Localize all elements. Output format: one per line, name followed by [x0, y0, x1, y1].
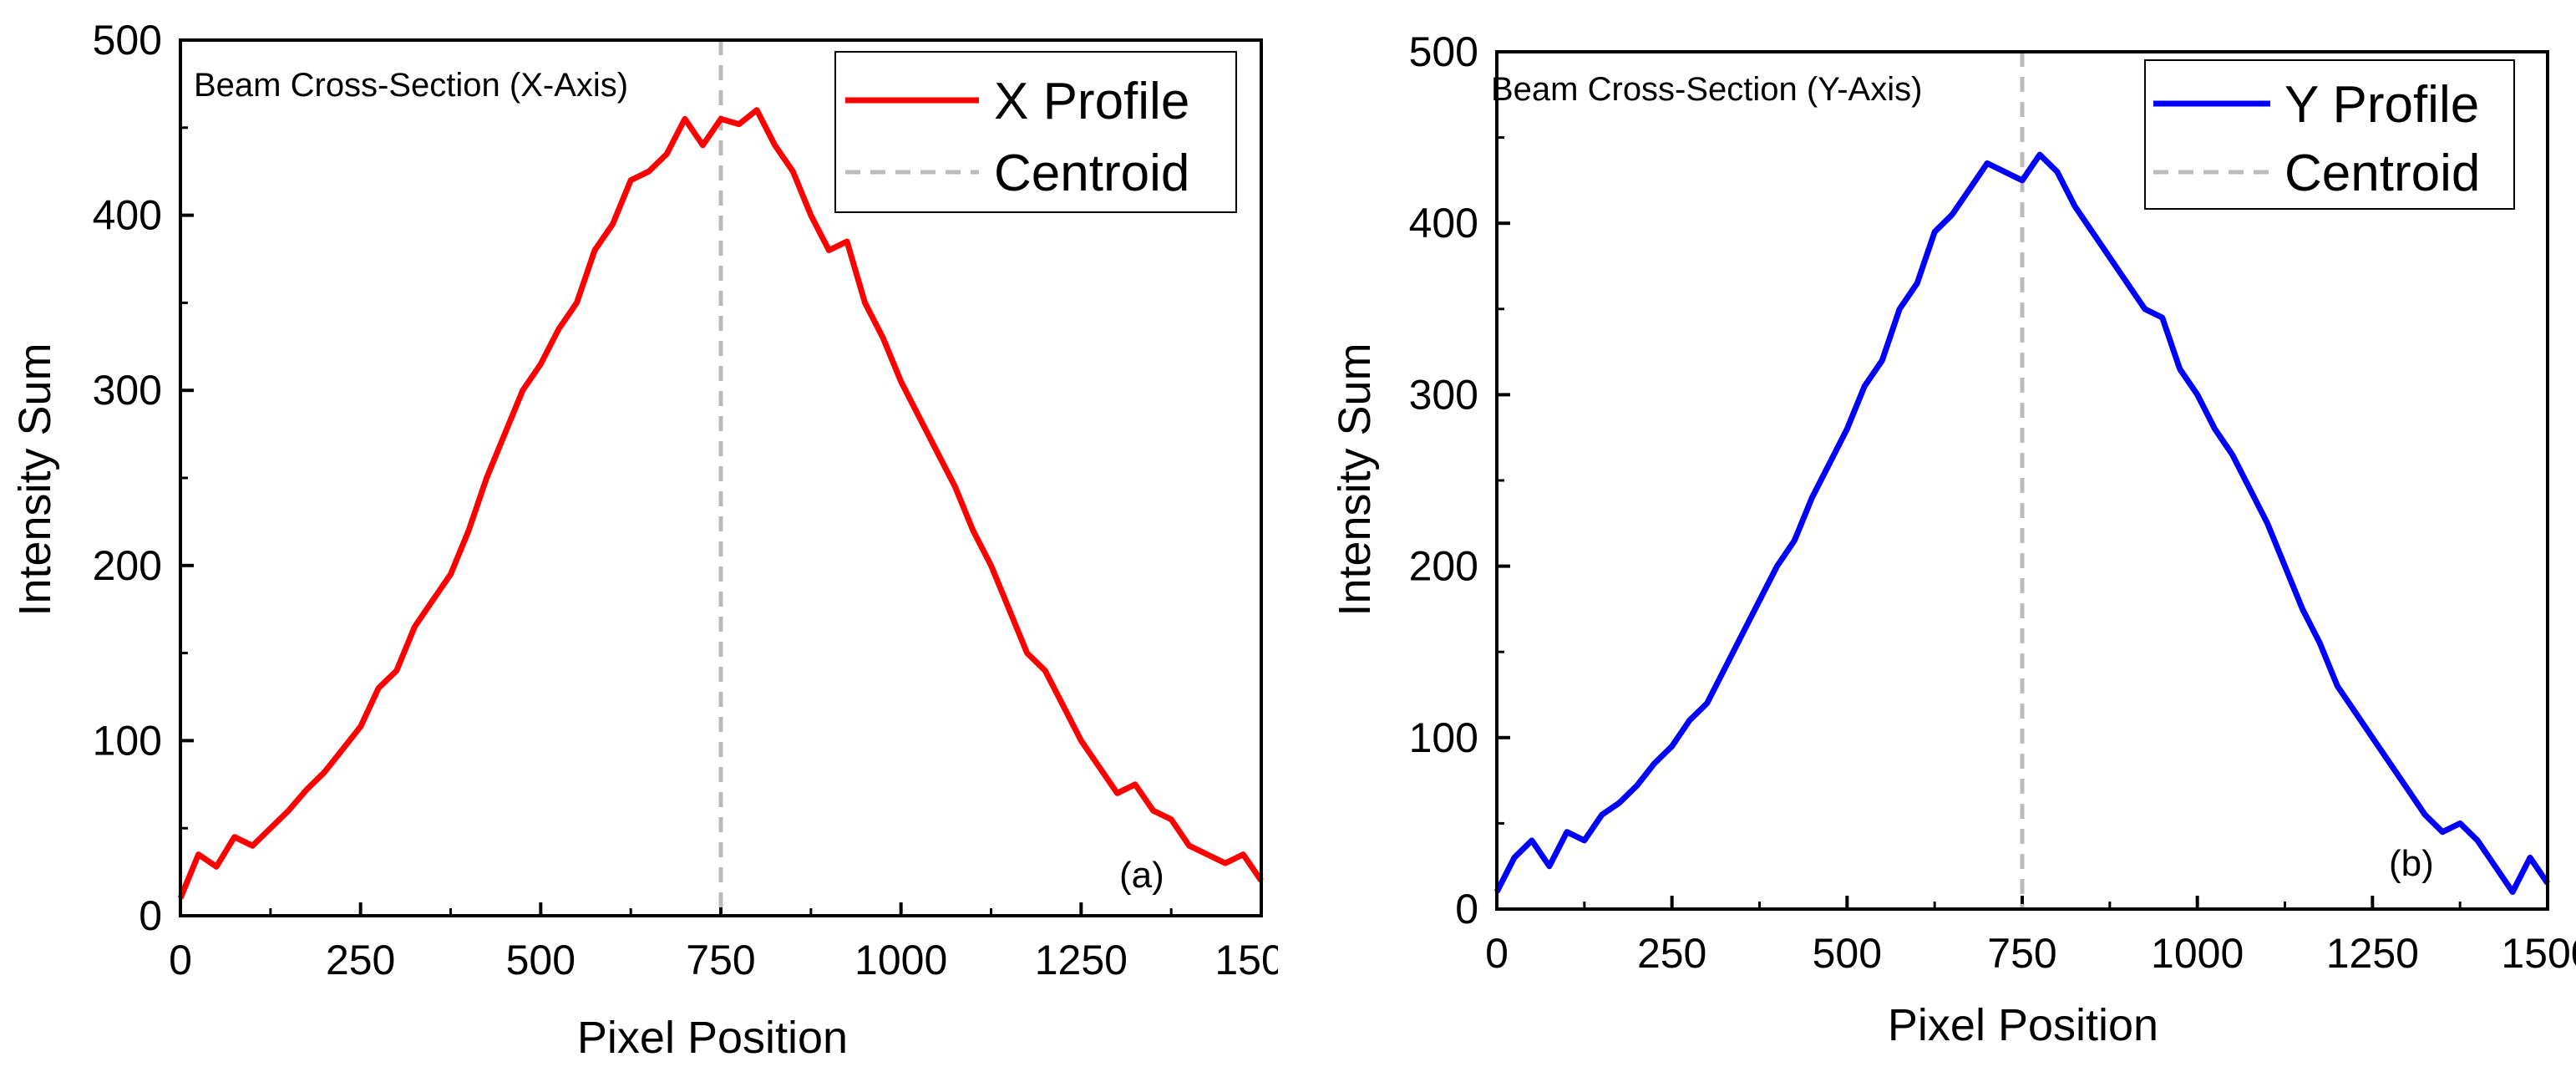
- x-axis-label: Pixel Position: [1888, 1000, 2158, 1050]
- y-tick-label: 200: [93, 542, 162, 589]
- y-tick-label: 200: [1409, 543, 1478, 590]
- panel-label: (b): [2389, 843, 2434, 884]
- y-tick-label: 100: [1409, 714, 1478, 761]
- legend-label-y-profile: Y Profile: [2284, 76, 2479, 134]
- x-tick-label: 1250: [1035, 937, 1128, 983]
- x-axis-label: Pixel Position: [577, 1013, 848, 1063]
- x-tick-label: 750: [686, 937, 755, 983]
- x-tick-label: 1000: [854, 937, 947, 983]
- plot-frame: [179, 38, 1263, 917]
- legend-box: [834, 51, 1237, 213]
- y-axis-label: Intensity Sum: [10, 343, 60, 616]
- y-tick-label: 100: [93, 717, 162, 764]
- plot-frame: [1495, 50, 2549, 911]
- y-tick-label: 500: [1409, 28, 1478, 75]
- y-tick-label: 500: [93, 17, 162, 64]
- legend: X Profile Centroid: [834, 51, 1237, 213]
- x-tick-label: 500: [1813, 930, 1882, 977]
- y-axis-label: Intensity Sum: [1330, 343, 1380, 616]
- panel-label: (a): [1119, 855, 1164, 896]
- chart-title: Beam Cross-Section (X-Axis): [194, 67, 628, 104]
- legend-label-centroid: Centroid: [994, 145, 1189, 202]
- y-tick-label: 0: [1455, 886, 1478, 932]
- legend: Y Profile Centroid: [2144, 59, 2515, 210]
- legend-label-x-profile: X Profile: [994, 73, 1189, 130]
- x-tick-label: 1250: [2326, 930, 2419, 977]
- chart-title: Beam Cross-Section (Y-Axis): [1491, 71, 1922, 108]
- x-tick-label: 0: [1485, 930, 1509, 977]
- x-tick-label: 750: [1987, 930, 2056, 977]
- x-tick-label: 500: [506, 937, 576, 983]
- legend-label-centroid: Centroid: [2284, 145, 2480, 202]
- y-tick-label: 400: [93, 192, 162, 239]
- y-tick-label: 300: [1409, 371, 1478, 418]
- x-tick-label: 1000: [2151, 930, 2244, 977]
- x-tick-label: 250: [1637, 930, 1706, 977]
- y-tick-label: 0: [139, 892, 162, 939]
- x-tick-label: 0: [169, 937, 192, 983]
- y-profile-line: [1493, 151, 2550, 895]
- y-tick-label: 300: [93, 367, 162, 414]
- x-profile-chart: Intensity Sum Pixel Position 0 250 500 750 1…: [10, 17, 1278, 1063]
- x-profile-line: [177, 107, 1264, 900]
- y-profile-chart: Intensity Sum Pixel Position 0 250 500 750 1…: [1330, 28, 2576, 1050]
- legend-box: [2144, 59, 2515, 210]
- y-tick-label: 400: [1409, 200, 1478, 246]
- x-tick-label: 250: [326, 937, 395, 983]
